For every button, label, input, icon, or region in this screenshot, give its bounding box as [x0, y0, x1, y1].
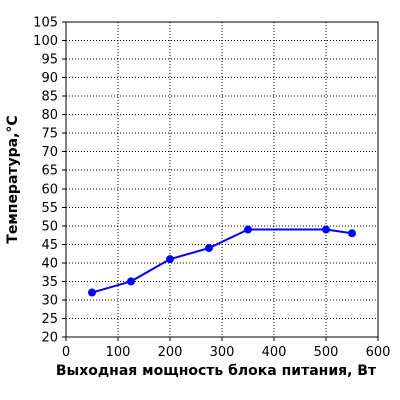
- x-tick-label: 0: [62, 345, 70, 360]
- y-tick-label: 100: [33, 34, 58, 49]
- y-tick-label: 40: [41, 256, 58, 271]
- y-tick-label: 90: [41, 71, 58, 86]
- y-tick-label: 30: [41, 293, 58, 308]
- y-tick-label: 25: [41, 312, 58, 327]
- x-tick-label: 500: [314, 345, 339, 360]
- data-point: [166, 255, 174, 264]
- y-tick-label: 105: [33, 16, 58, 31]
- y-tick-label: 55: [41, 201, 58, 216]
- y-tick-label: 60: [41, 182, 58, 197]
- x-tick-label: 300: [210, 345, 235, 360]
- grid: [66, 22, 378, 337]
- x-tick-label: 100: [106, 345, 131, 360]
- tick-labels: 20 25 30 35 40 45 50 55 60 65 70 75 80 85 90 95 100 105 0 1…: [33, 16, 390, 361]
- y-tick-label: 20: [41, 331, 58, 346]
- y-tick-label: 70: [41, 145, 58, 160]
- y-tick-label: 50: [41, 219, 58, 234]
- data-point: [348, 229, 356, 238]
- data-point: [127, 277, 135, 286]
- y-tick-label: 95: [41, 53, 58, 68]
- data-point: [205, 244, 213, 253]
- y-tick-label: 75: [41, 127, 58, 142]
- x-tick-label: 600: [366, 345, 391, 360]
- data-point: [322, 225, 330, 234]
- y-tick-label: 65: [41, 164, 58, 179]
- y-tick-label: 35: [41, 275, 58, 290]
- series: [88, 225, 356, 297]
- x-tick-label: 400: [262, 345, 287, 360]
- y-tick-label: 80: [41, 108, 58, 123]
- y-tick-label: 85: [41, 90, 58, 105]
- y-axis-title: Температура,°С: [5, 115, 21, 243]
- data-point: [88, 288, 96, 297]
- axis-ticks: [62, 21, 379, 341]
- x-tick-label: 200: [158, 345, 183, 360]
- data-point: [244, 225, 252, 234]
- x-axis-title: Выходная мощность блока питания, Вт: [56, 363, 377, 379]
- y-tick-label: 45: [41, 238, 58, 253]
